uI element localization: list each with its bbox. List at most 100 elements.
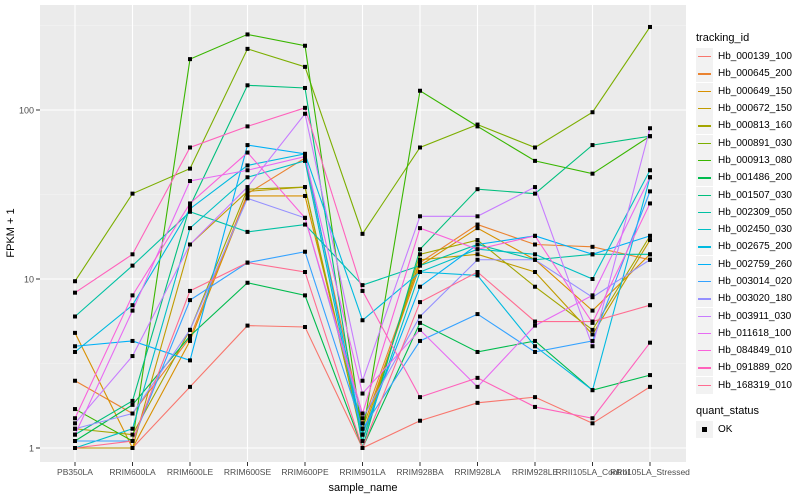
data-point — [648, 168, 652, 173]
data-point — [418, 395, 422, 400]
data-point — [130, 338, 135, 343]
data-point — [188, 358, 192, 363]
legend-key — [696, 100, 713, 118]
legend-label: Hb_011618_100 — [718, 327, 792, 339]
data-point — [188, 204, 192, 209]
data-point — [418, 260, 422, 265]
x-tick-label: RRIM928LA — [454, 467, 501, 477]
line-swatch-icon — [698, 159, 711, 162]
data-point — [303, 154, 307, 159]
data-point — [475, 312, 480, 317]
legend-quant-status: quant_status OK — [696, 405, 759, 439]
data-point — [418, 418, 422, 423]
data-point — [188, 288, 192, 293]
legend-label: Hb_000672_150 — [718, 103, 792, 115]
data-point — [418, 314, 422, 319]
data-point — [245, 196, 250, 201]
data-point — [130, 191, 135, 196]
legend-key — [696, 48, 713, 66]
legend-key — [696, 376, 713, 394]
data-point — [130, 252, 135, 257]
data-point — [360, 426, 365, 431]
legend-item: Hb_000891_030 — [696, 134, 792, 152]
line-swatch-icon — [698, 332, 711, 335]
x-tick-label: RRIM901LA — [339, 467, 386, 477]
data-point — [475, 273, 480, 278]
data-point — [533, 338, 537, 343]
data-point — [73, 314, 77, 319]
data-point — [648, 24, 652, 29]
data-point — [303, 324, 307, 329]
data-point — [418, 300, 422, 305]
data-point — [648, 201, 652, 206]
legend-key — [696, 307, 713, 325]
data-point — [418, 257, 422, 262]
data-point — [188, 327, 192, 332]
line-swatch-icon — [698, 90, 711, 93]
data-point — [360, 416, 365, 421]
x-tick-label: RRII105LA_Stressed — [610, 467, 690, 477]
data-point — [360, 318, 365, 323]
legend-key — [696, 169, 713, 187]
data-point — [360, 231, 365, 236]
data-point — [475, 124, 480, 129]
line-swatch-icon — [698, 384, 711, 387]
y-tick-label: 100 — [19, 106, 34, 116]
data-point — [130, 432, 135, 437]
data-point — [303, 105, 307, 110]
legend-item: Hb_000645_200 — [696, 65, 792, 83]
x-tick-label: RRIM600SE — [224, 467, 272, 477]
line-swatch-icon — [698, 125, 711, 127]
data-point — [475, 252, 480, 257]
data-point — [418, 327, 422, 332]
data-point — [360, 439, 365, 444]
data-point — [475, 214, 480, 219]
data-point — [360, 446, 365, 450]
line-swatch-icon — [698, 142, 711, 144]
data-point — [73, 279, 77, 284]
data-point — [245, 168, 250, 173]
data-point — [303, 185, 307, 190]
data-point — [418, 214, 422, 219]
legend-tracking-id: tracking_id Hb_000139_100 Hb_000645_200 Hb… — [696, 32, 792, 394]
data-point — [245, 280, 250, 285]
data-point — [130, 263, 135, 268]
data-point — [533, 257, 537, 262]
data-point — [648, 134, 652, 139]
data-point — [73, 432, 77, 437]
data-point — [533, 185, 537, 190]
x-tick-label: RRIM600PE — [281, 467, 329, 477]
data-point — [418, 247, 422, 252]
data-point — [188, 209, 192, 214]
data-point — [590, 308, 595, 313]
x-axis-title: sample_name — [328, 482, 397, 494]
legend-item: Hb_000139_100 — [696, 48, 792, 66]
legend-item: Hb_000649_150 — [696, 82, 792, 100]
data-point — [648, 238, 652, 243]
legend-label: Hb_001507_030 — [718, 189, 792, 201]
data-point — [648, 233, 652, 238]
data-point — [590, 110, 595, 115]
data-point — [73, 421, 77, 426]
data-point — [418, 226, 422, 231]
data-point — [533, 145, 537, 150]
data-point — [130, 446, 135, 450]
data-point — [533, 404, 537, 409]
data-point — [533, 252, 537, 257]
legend-key — [696, 359, 713, 377]
data-point — [130, 303, 135, 308]
legend-label: Hb_091889_020 — [718, 362, 792, 374]
data-point — [303, 158, 307, 163]
data-point — [418, 252, 422, 257]
data-point — [73, 407, 77, 412]
data-point — [73, 290, 77, 295]
data-point — [303, 193, 307, 198]
data-point — [130, 411, 135, 416]
data-point — [188, 338, 192, 343]
data-point — [418, 88, 422, 93]
legend-item: Hb_003014_020 — [696, 273, 792, 290]
data-point — [245, 175, 250, 180]
legend-item: Hb_168319_010 — [696, 376, 792, 394]
legend-label: Hb_000813_160 — [718, 120, 792, 132]
data-point — [475, 349, 480, 354]
